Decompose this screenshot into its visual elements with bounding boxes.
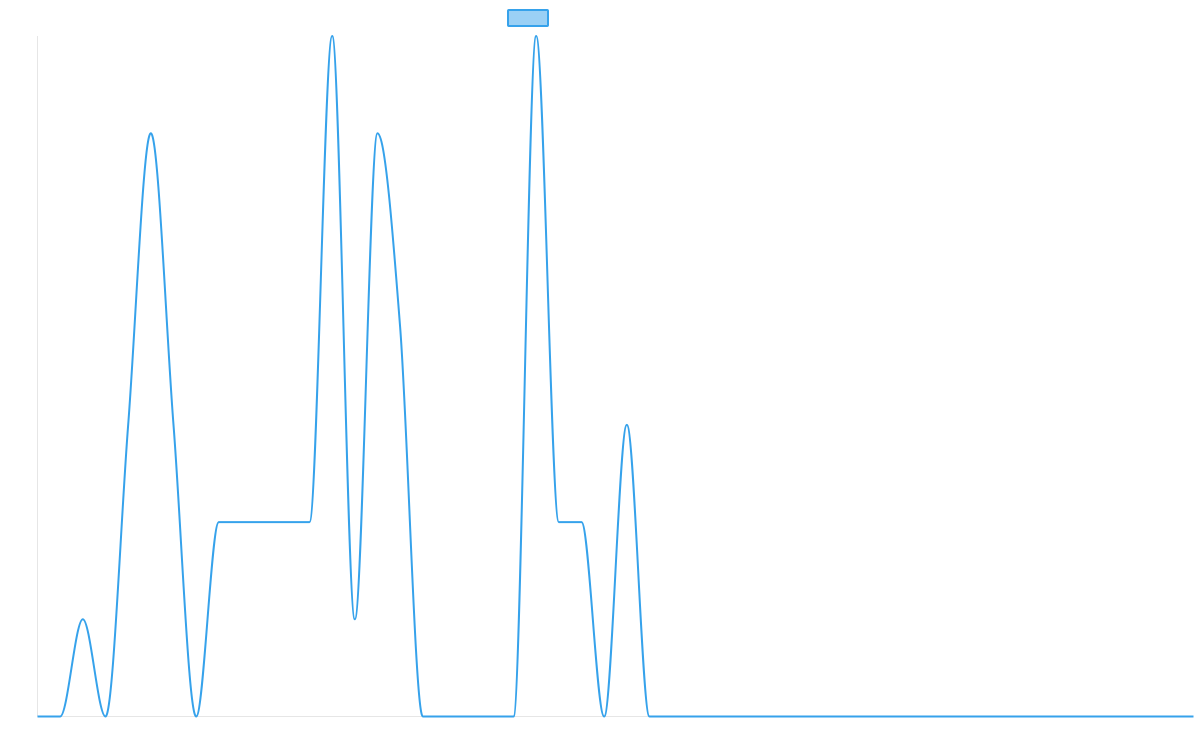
data-point[interactable] bbox=[57, 714, 63, 720]
data-point[interactable] bbox=[1009, 714, 1015, 720]
data-point[interactable] bbox=[624, 422, 630, 428]
data-point[interactable] bbox=[760, 714, 766, 720]
data-point[interactable] bbox=[1191, 714, 1197, 720]
data-point[interactable] bbox=[284, 519, 290, 525]
data-point[interactable] bbox=[601, 714, 607, 720]
data-point[interactable] bbox=[239, 519, 245, 525]
data-point[interactable] bbox=[261, 519, 267, 525]
data-point[interactable] bbox=[964, 714, 970, 720]
data-point[interactable] bbox=[511, 714, 517, 720]
data-point[interactable] bbox=[329, 33, 335, 39]
data-point[interactable] bbox=[896, 714, 902, 720]
data-point[interactable] bbox=[987, 714, 993, 720]
legend[interactable] bbox=[507, 9, 549, 27]
data-point[interactable] bbox=[193, 714, 199, 720]
series-layer bbox=[35, 33, 1197, 720]
data-point[interactable] bbox=[420, 714, 426, 720]
data-point[interactable] bbox=[1168, 714, 1174, 720]
data-point[interactable] bbox=[1145, 714, 1151, 720]
data-point[interactable] bbox=[375, 130, 381, 136]
data-point[interactable] bbox=[737, 714, 743, 720]
data-point[interactable] bbox=[873, 714, 879, 720]
data-point[interactable] bbox=[919, 714, 925, 720]
data-point[interactable] bbox=[35, 714, 41, 720]
data-point[interactable] bbox=[148, 130, 154, 136]
data-point[interactable] bbox=[715, 714, 721, 720]
data-point[interactable] bbox=[1123, 714, 1129, 720]
data-point[interactable] bbox=[397, 325, 403, 331]
data-point[interactable] bbox=[669, 714, 675, 720]
data-point[interactable] bbox=[125, 422, 131, 428]
data-point[interactable] bbox=[103, 714, 109, 720]
data-point[interactable] bbox=[352, 616, 358, 622]
data-point[interactable] bbox=[533, 33, 539, 39]
data-point[interactable] bbox=[556, 519, 562, 525]
data-point[interactable] bbox=[1077, 714, 1083, 720]
series-line[interactable] bbox=[37, 35, 1194, 718]
data-point[interactable] bbox=[465, 714, 471, 720]
data-point[interactable] bbox=[1055, 714, 1061, 720]
data-point[interactable] bbox=[443, 714, 449, 720]
data-point[interactable] bbox=[171, 422, 177, 428]
data-point[interactable] bbox=[1100, 714, 1106, 720]
data-point[interactable] bbox=[851, 714, 857, 720]
data-point[interactable] bbox=[805, 714, 811, 720]
data-point[interactable] bbox=[1032, 714, 1038, 720]
data-point[interactable] bbox=[647, 714, 653, 720]
data-point[interactable] bbox=[80, 616, 86, 622]
data-point[interactable] bbox=[579, 519, 585, 525]
data-point[interactable] bbox=[692, 714, 698, 720]
data-point[interactable] bbox=[828, 714, 834, 720]
data-point[interactable] bbox=[941, 714, 947, 720]
legend-swatch[interactable] bbox=[507, 9, 549, 27]
data-point[interactable] bbox=[307, 519, 313, 525]
data-point[interactable] bbox=[216, 519, 222, 525]
data-point[interactable] bbox=[783, 714, 789, 720]
data-point[interactable] bbox=[488, 714, 494, 720]
